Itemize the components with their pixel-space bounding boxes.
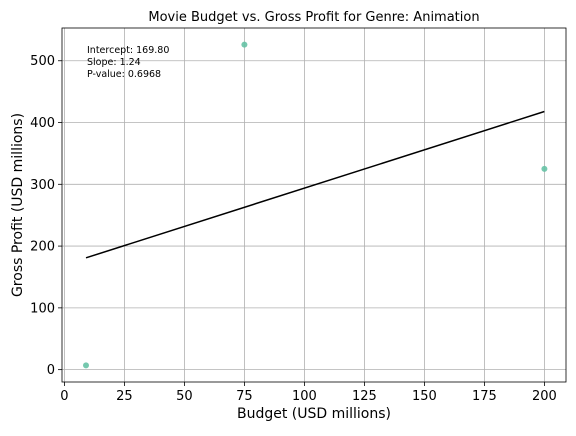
y-tick-label: 500 (30, 54, 55, 69)
x-tick-label: 50 (176, 389, 193, 404)
plot-frame (61, 27, 567, 383)
x-tick-label: 175 (472, 389, 497, 404)
annotation-intercept: Intercept: 169.80 (87, 45, 169, 56)
x-tick-label: 125 (352, 389, 377, 404)
y-tick-label: 100 (30, 301, 55, 316)
x-tick-label: 100 (292, 389, 317, 404)
y-tick-label: 0 (47, 363, 55, 378)
x-tick-label: 25 (116, 389, 133, 404)
y-tick-label: 400 (30, 116, 55, 131)
grid (62, 28, 566, 382)
y-axis-ticks: 0 100 200 300 400 500 (30, 54, 62, 378)
data-point (241, 41, 248, 48)
annotation-p-value: P-value: 0.6968 (87, 69, 161, 80)
y-tick-label: 200 (30, 240, 55, 255)
x-tick-label: 0 (60, 389, 68, 404)
y-tick-label: 300 (30, 178, 55, 193)
chart-title: Movie Budget vs. Gross Profit for Genre:… (148, 10, 479, 25)
regression-line-layer (85, 110, 545, 259)
y-axis-label: Gross Profit (USD millions) (10, 113, 26, 297)
x-tick-label: 150 (412, 389, 437, 404)
data-point (83, 362, 89, 369)
regression-line (85, 110, 545, 259)
x-tick-label: 200 (532, 389, 557, 404)
x-axis-ticks: 0 25 50 75 100 125 150 175 200 (60, 382, 557, 404)
annotation-slope: Slope: 1.24 (87, 57, 141, 68)
data-points (83, 41, 548, 369)
data-point (541, 165, 548, 172)
x-tick-label: 75 (236, 389, 253, 404)
x-axis-label: Budget (USD millions) (237, 406, 391, 422)
